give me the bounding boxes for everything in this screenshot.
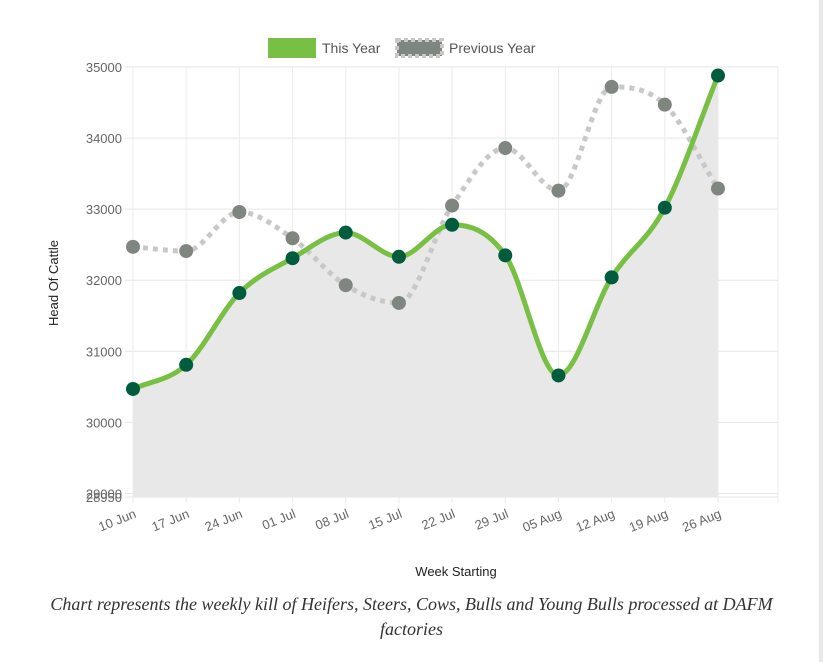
x-tick-label: 15 Jul bbox=[366, 506, 404, 533]
x-tick-label: 19 Aug bbox=[627, 506, 670, 535]
previous-year-point[interactable] bbox=[179, 244, 194, 259]
y-tick-label: 35000 bbox=[86, 60, 122, 75]
previous-year-point[interactable] bbox=[338, 278, 353, 293]
y-tick-label: 33000 bbox=[86, 202, 122, 217]
x-tick-label: 17 Jun bbox=[149, 506, 191, 535]
previous-year-points bbox=[126, 79, 725, 310]
legend: This Year Previous Year bbox=[268, 38, 536, 58]
x-tick-label: 01 Jul bbox=[260, 506, 298, 533]
previous-year-point[interactable] bbox=[551, 183, 566, 198]
previous-year-point[interactable] bbox=[498, 141, 513, 156]
previous-year-point[interactable] bbox=[285, 231, 300, 246]
cattle-kill-chart: 29000 30000 31000 32000 33000 34000 35000 28950… bbox=[46, 38, 779, 579]
x-axis-title: Week Starting bbox=[415, 564, 496, 579]
y-tick-label: 29000 bbox=[86, 486, 122, 501]
previous-year-point[interactable] bbox=[445, 198, 460, 213]
legend-label-this-year: This Year bbox=[322, 40, 381, 56]
x-tick-label: 05 Aug bbox=[520, 506, 563, 535]
this-year-point[interactable] bbox=[285, 251, 300, 266]
chart-caption: Chart represents the weekly kill of Heif… bbox=[50, 594, 773, 639]
this-year-point[interactable] bbox=[657, 200, 672, 215]
x-tick-label: 10 Jun bbox=[96, 506, 138, 535]
legend-item-this-year[interactable]: This Year bbox=[268, 38, 381, 58]
y-axis-ticks: 29000 30000 31000 32000 33000 34000 35000 28950 bbox=[86, 60, 122, 505]
previous-year-point[interactable] bbox=[657, 97, 672, 112]
this-year-point[interactable] bbox=[604, 270, 619, 285]
this-year-point[interactable] bbox=[551, 368, 566, 383]
legend-swatch-this-year bbox=[268, 38, 316, 58]
this-year-point[interactable] bbox=[232, 286, 247, 301]
x-tick-label: 24 Jun bbox=[203, 506, 245, 535]
x-tick-label: 22 Jul bbox=[419, 506, 457, 533]
x-tick-label: 29 Jul bbox=[473, 506, 511, 533]
legend-item-previous-year[interactable]: Previous Year bbox=[395, 38, 536, 58]
this-year-point[interactable] bbox=[126, 381, 140, 396]
x-tick-label: 08 Jul bbox=[313, 506, 351, 533]
previous-year-point[interactable] bbox=[604, 79, 619, 94]
legend-label-previous-year: Previous Year bbox=[449, 40, 536, 56]
x-axis-ticks: 10 Jun 17 Jun 24 Jun 01 Jul 08 Jul 15 Jul 22 J… bbox=[96, 506, 723, 535]
page-edge-divider bbox=[819, 0, 823, 662]
legend-swatch-previous-year bbox=[395, 38, 444, 58]
this-year-points bbox=[126, 68, 725, 396]
previous-year-point[interactable] bbox=[391, 295, 406, 310]
y-tick-label: 34000 bbox=[86, 131, 122, 146]
previous-year-point[interactable] bbox=[126, 239, 140, 254]
y-tick-label: 32000 bbox=[86, 273, 122, 288]
x-tick-label: 26 Aug bbox=[680, 506, 723, 535]
y-axis-title: Head Of Cattle bbox=[46, 240, 61, 326]
previous-year-point[interactable] bbox=[711, 181, 725, 196]
this-year-point[interactable] bbox=[445, 217, 460, 232]
y-tick-label: 31000 bbox=[86, 344, 122, 359]
this-year-point[interactable] bbox=[338, 225, 353, 240]
y-tick-label: 28950 bbox=[86, 490, 122, 505]
previous-year-point[interactable] bbox=[232, 204, 247, 219]
y-tick-label: 30000 bbox=[86, 415, 122, 430]
x-tick-label: 12 Aug bbox=[574, 506, 617, 535]
this-year-point[interactable] bbox=[711, 68, 725, 83]
this-year-point[interactable] bbox=[498, 248, 513, 263]
this-year-point[interactable] bbox=[179, 357, 194, 372]
this-year-area-fill bbox=[133, 75, 718, 497]
this-year-point[interactable] bbox=[391, 249, 406, 264]
